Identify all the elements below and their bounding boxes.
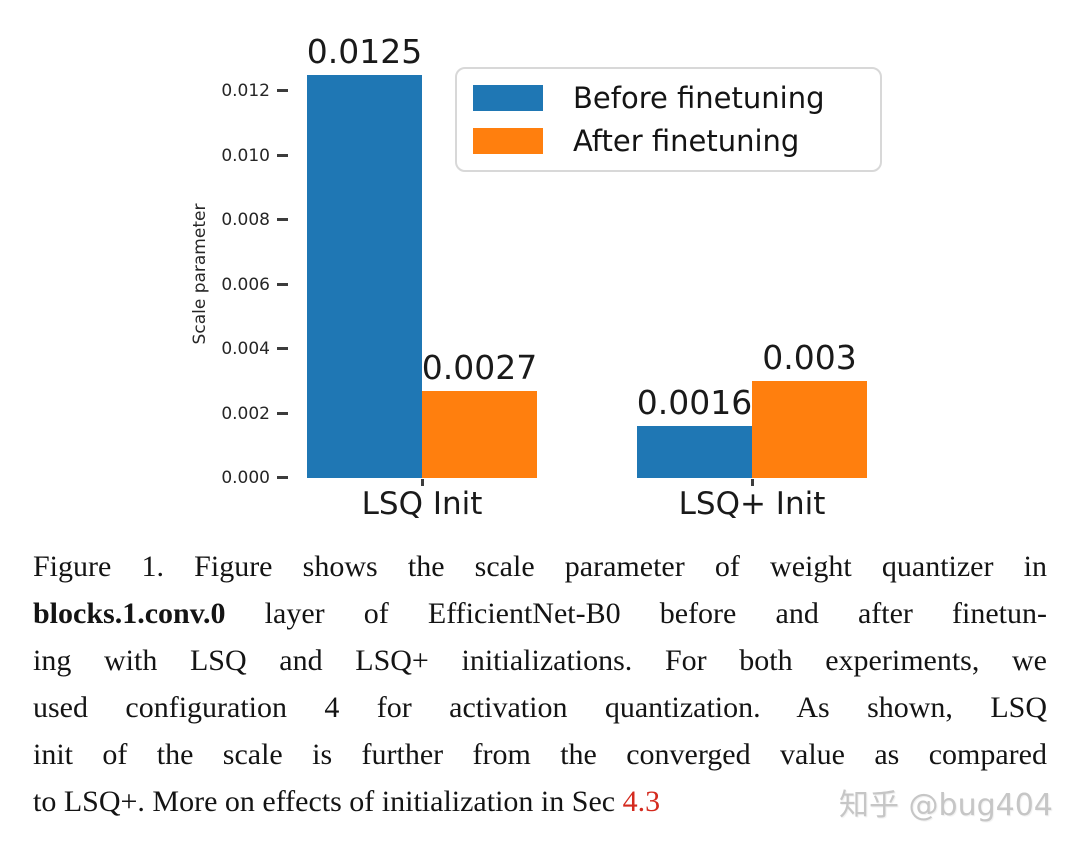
caption-text: to LSQ+. More on effects of initializati… — [33, 785, 623, 818]
caption-line: to LSQ+. More on effects of initializati… — [33, 778, 1047, 825]
bar-before-finetuning-lsq-init — [307, 75, 422, 478]
bar-value-label: 0.0125 — [306, 32, 423, 71]
caption-line: used configuration 4 for activation quan… — [33, 684, 1047, 731]
watermark: 知乎 @bug404 — [839, 788, 1053, 823]
bar-value-label: 0.003 — [762, 338, 857, 377]
y-tick-mark — [277, 476, 288, 479]
x-tick-mark — [421, 479, 424, 486]
legend-label: After finetuning — [573, 123, 800, 158]
caption-text: used configuration 4 for activation quan… — [33, 691, 1047, 724]
bar-chart: Scale parameter 0.000 0.002 0.004 0.006 0.00… — [190, 32, 882, 522]
legend-swatch-orange — [473, 127, 543, 154]
y-tick-label: 0.006 — [221, 274, 270, 295]
y-tick-mark — [277, 347, 288, 350]
legend-item-before-finetuning: Before finetuning — [473, 81, 864, 115]
bar-before-finetuning-lsq-init — [637, 426, 752, 478]
y-tick-label: 0.010 — [221, 145, 270, 166]
y-tick-mark — [277, 218, 288, 221]
legend: Before finetuning After finetuning — [455, 67, 882, 172]
y-tick-mark — [277, 153, 288, 157]
y-tick-label: 0.008 — [221, 210, 270, 230]
x-tick-mark — [751, 479, 754, 486]
legend-label: Before finetuning — [573, 81, 825, 116]
bar-value-label: 0.0016 — [636, 383, 753, 422]
figure-caption: Figure 1. Figure shows the scale paramet… — [33, 543, 1047, 825]
caption-bold-text: blocks.1.conv.0 — [33, 597, 226, 630]
caption-line: Figure 1. Figure shows the scale paramet… — [33, 543, 1047, 590]
legend-item-after-finetuning: After finetuning — [473, 124, 864, 158]
bar-after-finetuning-lsq-init — [752, 381, 867, 478]
y-tick-mark — [277, 411, 288, 415]
y-tick-mark — [277, 282, 288, 286]
bar-value-label: 0.0027 — [421, 348, 538, 387]
x-tick-label-lsq-init: LSQ+ Init — [678, 486, 826, 522]
y-tick-label: 0.012 — [221, 81, 270, 101]
caption-line: blocks.1.conv.0 layer of EfficientNet-B0… — [33, 590, 1047, 637]
caption-text: ing with LSQ and LSQ+ initializations. F… — [33, 644, 1047, 677]
legend-swatch-blue — [473, 85, 543, 112]
caption-line: ing with LSQ and LSQ+ initializations. F… — [33, 637, 1047, 684]
section-ref-link[interactable]: 4.3 — [622, 785, 661, 818]
y-tick-mark — [277, 89, 288, 92]
x-tick-label-lsq-init: LSQ Init — [361, 486, 483, 522]
y-tick-label: 0.004 — [221, 339, 270, 359]
y-tick-label: 0.000 — [221, 468, 270, 488]
y-tick-label: 0.002 — [221, 403, 270, 424]
caption-line: init of the scale is further from the co… — [33, 731, 1047, 778]
caption-text: Figure 1. Figure shows the scale paramet… — [33, 550, 1047, 583]
caption-text: init of the scale is further from the co… — [33, 738, 1047, 771]
bar-after-finetuning-lsq-init — [422, 391, 537, 478]
caption-text: layer of EfficientNet-B0 before and afte… — [225, 597, 1047, 630]
